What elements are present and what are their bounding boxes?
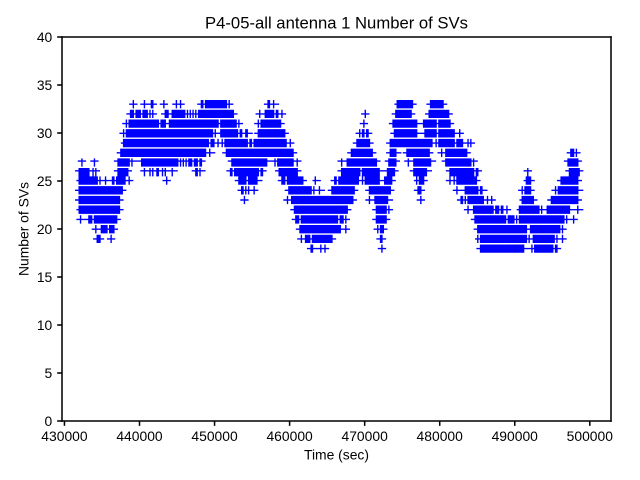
svg-text:430000: 430000 (41, 428, 88, 444)
svg-text:10: 10 (37, 317, 53, 333)
svg-text:Number of SVs: Number of SVs (15, 182, 31, 276)
svg-text:P4-05-all antenna 1 Number of: P4-05-all antenna 1 Number of SVs (205, 14, 468, 33)
svg-text:15: 15 (37, 269, 53, 285)
svg-text:35: 35 (37, 77, 53, 93)
svg-text:20: 20 (37, 221, 53, 237)
svg-text:40: 40 (37, 29, 53, 45)
svg-text:460000: 460000 (266, 428, 313, 444)
svg-text:25: 25 (37, 173, 53, 189)
svg-text:Time (sec): Time (sec) (304, 446, 369, 462)
svg-text:450000: 450000 (191, 428, 238, 444)
svg-text:480000: 480000 (417, 428, 464, 444)
svg-text:0: 0 (45, 413, 53, 429)
svg-text:30: 30 (37, 125, 53, 141)
svg-text:5: 5 (45, 365, 53, 381)
svg-text:490000: 490000 (492, 428, 539, 444)
svg-text:440000: 440000 (116, 428, 163, 444)
svg-text:470000: 470000 (342, 428, 389, 444)
svg-text:500000: 500000 (567, 428, 614, 444)
